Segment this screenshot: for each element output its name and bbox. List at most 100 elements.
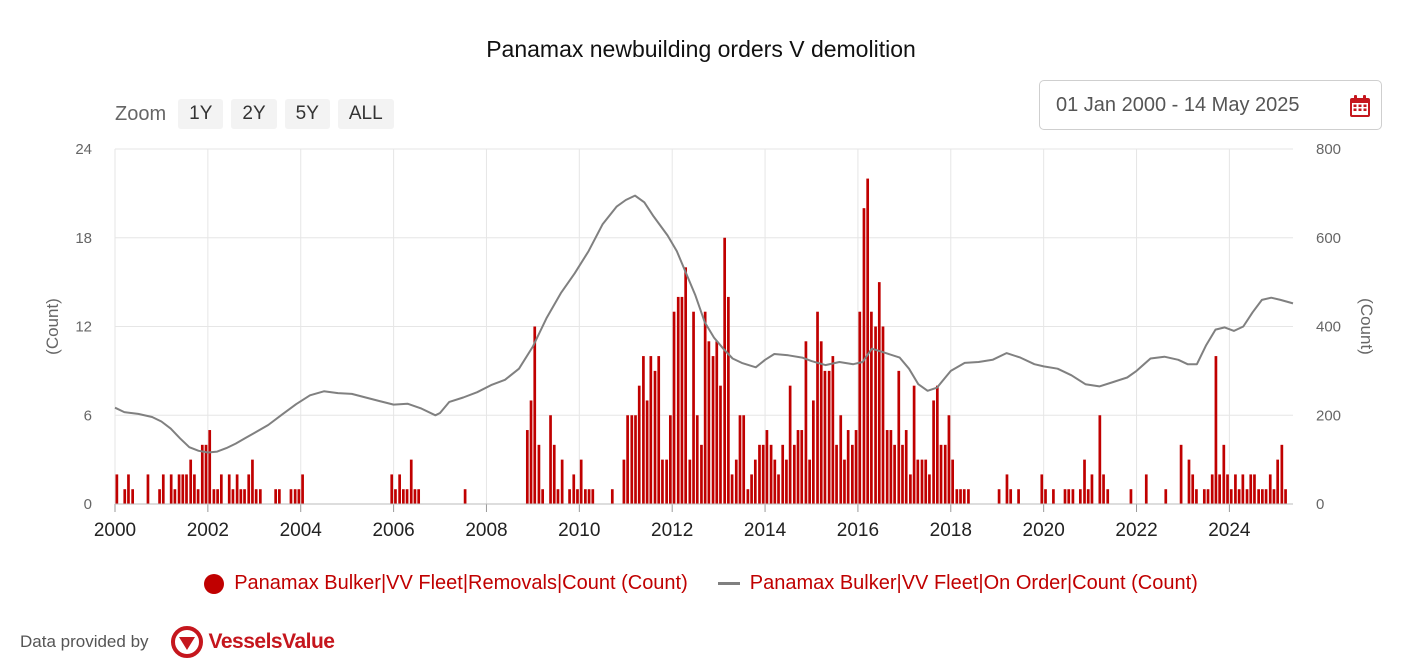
removals-bar <box>750 474 753 504</box>
date-range-picker[interactable]: 01 Jan 2000 - 14 May 2025 <box>1039 80 1382 130</box>
removals-bar <box>792 444 796 504</box>
removals-bar <box>177 474 181 504</box>
legend-marker-circle-icon <box>204 573 225 594</box>
removals-bar <box>788 385 792 504</box>
removals-bar <box>858 311 862 504</box>
vesselsvalue-logo-icon[interactable] <box>170 626 203 658</box>
x-tick-label: 2004 <box>280 520 323 541</box>
removals-bar <box>967 489 970 504</box>
removals-bar <box>719 385 722 504</box>
removals-bar <box>819 341 823 504</box>
removals-bar <box>665 459 668 504</box>
removals-bar <box>939 444 943 504</box>
x-tick-label: 2022 <box>1115 520 1157 541</box>
removals-bar <box>204 444 208 504</box>
date-range-input[interactable]: 01 Jan 2000 - 14 May 2025 <box>1056 93 1300 116</box>
removals-bar <box>584 489 587 504</box>
removals-bar <box>1090 474 1094 504</box>
removals-bar <box>808 459 811 504</box>
removals-bar <box>831 356 835 504</box>
y-left-tick-label: 6 <box>84 407 92 424</box>
legend-label-removals: Panamax Bulker|VV Fleet|Removals|Count (… <box>234 572 688 594</box>
removals-bar <box>1052 489 1055 504</box>
removals-bar <box>761 444 765 504</box>
y-left-tick-label: 12 <box>75 319 92 336</box>
removals-bar <box>711 356 715 504</box>
removals-bar <box>692 311 695 504</box>
removals-bar <box>1226 474 1229 504</box>
x-tick-label: 2016 <box>837 520 879 541</box>
removals-bar <box>1083 459 1086 504</box>
removals-bar <box>394 489 397 504</box>
removals-bar <box>1102 474 1105 504</box>
removals-bar <box>854 430 858 504</box>
removals-bar <box>610 489 614 504</box>
removals-bar <box>904 430 908 504</box>
removals-bar <box>568 489 571 504</box>
removals-bar <box>1229 489 1233 504</box>
removals-bar <box>579 459 583 504</box>
x-tick-label: 2014 <box>744 520 787 541</box>
chart-title: Panamax newbuilding orders V demolition <box>486 36 916 62</box>
removals-bar <box>572 474 576 504</box>
removals-bar <box>541 489 544 504</box>
axes: 0 6 12 18 24 0 200 400 600 800 2000 2002 2004 2006 200… <box>43 141 1376 541</box>
x-tick-label: 2020 <box>1023 520 1065 541</box>
removals-bar <box>131 489 134 504</box>
removals-bar <box>630 415 634 504</box>
removals-bar <box>843 459 846 504</box>
calendar-icon[interactable] <box>1349 94 1371 118</box>
zoom-label: Zoom <box>115 102 167 125</box>
removals-bar <box>703 311 707 504</box>
legend-item-removals[interactable]: Panamax Bulker|VV Fleet|Removals|Count (… <box>204 572 688 595</box>
removals-bar <box>413 489 417 504</box>
removals-bar <box>1044 489 1047 504</box>
removals-bar <box>208 430 212 504</box>
x-tick-label: 2008 <box>465 520 507 541</box>
vesselsvalue-logo-text[interactable]: VesselsValue <box>208 630 335 653</box>
removals-bar <box>115 474 119 504</box>
removals-bar <box>935 385 939 504</box>
x-tick-label: 2018 <box>930 520 972 541</box>
removals-bar <box>642 356 645 504</box>
zoom-5y-button[interactable]: 5Y <box>284 99 330 129</box>
removals-bar <box>874 326 877 504</box>
removals-bar <box>634 415 637 504</box>
removals-bar <box>529 400 533 504</box>
removals-bar <box>804 341 808 504</box>
removals-bar <box>552 444 556 504</box>
removals-bar <box>1261 489 1264 504</box>
removals-bar <box>924 459 928 504</box>
removals-bar <box>251 459 254 504</box>
y-right-tick-label: 0 <box>1316 496 1324 513</box>
removals-bar <box>637 385 641 504</box>
x-tick-label: 2024 <box>1208 520 1251 541</box>
removals-bar <box>1187 459 1191 504</box>
removals-bar <box>730 474 734 504</box>
removals-bar <box>169 474 173 504</box>
removals-bar <box>239 489 243 504</box>
legend-item-on-order[interactable]: Panamax Bulker|VV Fleet|On Order|Count (… <box>717 572 1198 595</box>
zoom-2y-button[interactable]: 2Y <box>231 99 277 129</box>
removals-bar <box>533 326 537 504</box>
removals-bar <box>254 489 258 504</box>
removals-bar <box>920 459 924 504</box>
zoom-1y-button[interactable]: 1Y <box>178 99 224 129</box>
removals-bar <box>912 385 916 504</box>
removals-bar <box>576 489 579 504</box>
on-order-line <box>114 194 1294 454</box>
y-left-tick-label: 18 <box>75 230 92 247</box>
removals-bar <box>293 489 297 504</box>
zoom-all-button[interactable]: ALL <box>337 99 394 129</box>
removals-bar <box>1234 474 1237 504</box>
removals-bar <box>1253 474 1256 504</box>
removals-bar <box>1276 459 1280 504</box>
removals-bar <box>777 474 780 504</box>
removals-bar <box>1129 489 1133 504</box>
removals-bar <box>463 489 467 504</box>
removals-bar <box>390 474 394 504</box>
removals-bar <box>1218 474 1221 504</box>
removals-bar <box>695 415 699 504</box>
removals-bar <box>289 489 293 504</box>
removals-bar <box>297 489 301 504</box>
